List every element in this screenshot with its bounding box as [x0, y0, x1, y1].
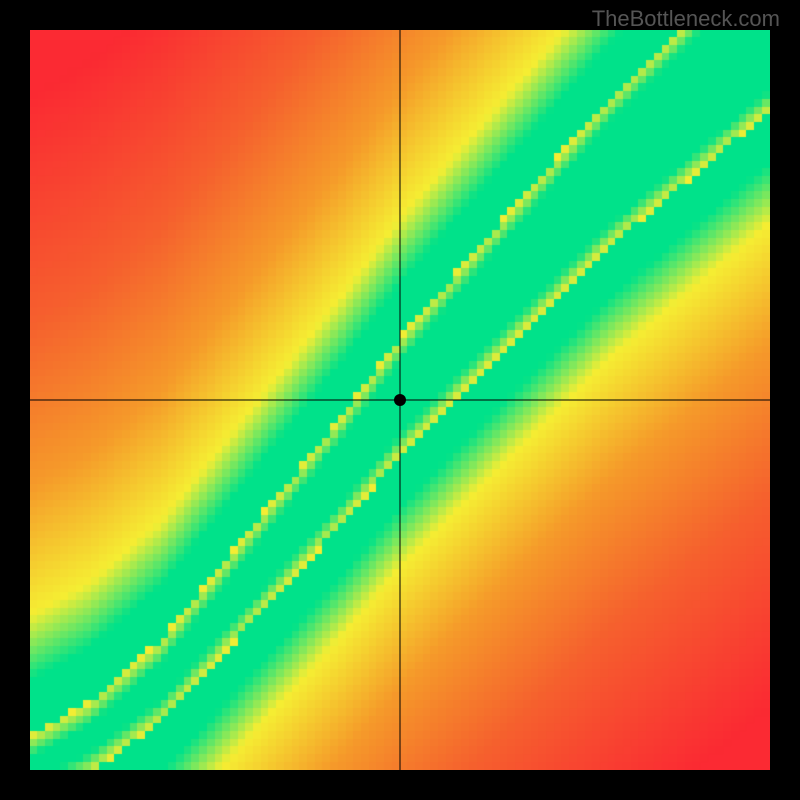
- heatmap-canvas: [30, 30, 770, 770]
- watermark-text: TheBottleneck.com: [592, 6, 780, 32]
- bottleneck-heatmap: [30, 30, 770, 770]
